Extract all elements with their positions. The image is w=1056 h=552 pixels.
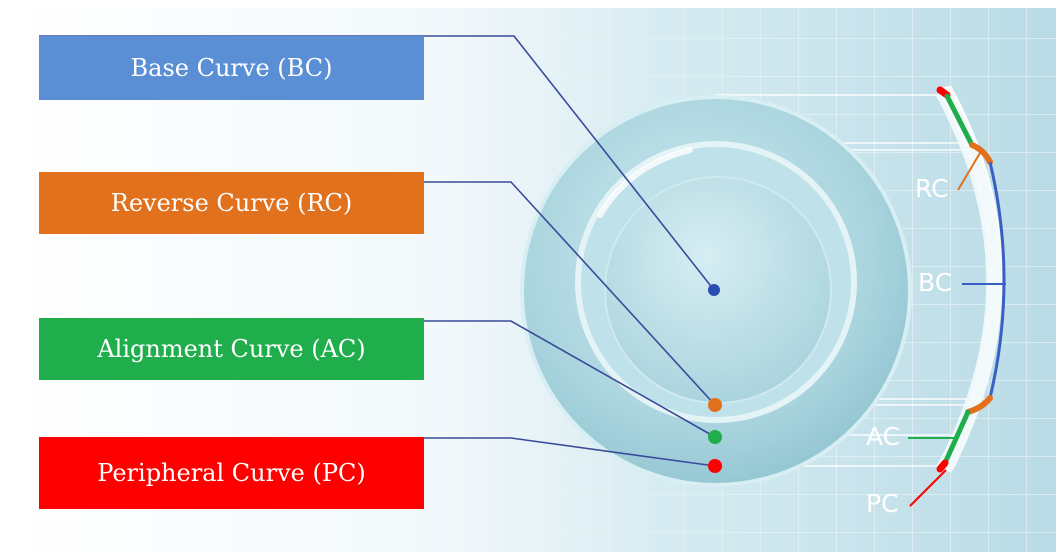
marker-pc bbox=[708, 459, 722, 473]
marker-bc bbox=[708, 284, 720, 296]
side-rc-pointer bbox=[957, 152, 981, 191]
ac-zone-top bbox=[944, 93, 975, 148]
side-label-pc: PC bbox=[866, 489, 899, 518]
label-reverse-curve: Reverse Curve (RC) bbox=[39, 172, 424, 234]
label-peripheral-curve: Peripheral Curve (PC) bbox=[39, 437, 424, 509]
connector-rc bbox=[424, 181, 716, 406]
side-pc-pointer bbox=[909, 469, 947, 507]
connector-pc bbox=[424, 437, 716, 467]
side-label-ac: AC bbox=[866, 422, 901, 451]
side-label-rc: RC bbox=[915, 174, 949, 203]
ac-zone-bottom bbox=[942, 409, 971, 466]
bc-zone bbox=[988, 161, 1006, 399]
pc-zone-bottom bbox=[936, 459, 949, 473]
rc-zone-top bbox=[969, 142, 993, 165]
side-label-bc: BC bbox=[918, 268, 953, 297]
label-alignment-curve: Alignment Curve (AC) bbox=[39, 318, 424, 380]
lens-highlight bbox=[597, 147, 693, 218]
connector-ac bbox=[424, 320, 716, 438]
marker-ac bbox=[708, 430, 722, 444]
marker-rc bbox=[708, 398, 722, 412]
label-base-curve: Base Curve (BC) bbox=[39, 36, 424, 100]
